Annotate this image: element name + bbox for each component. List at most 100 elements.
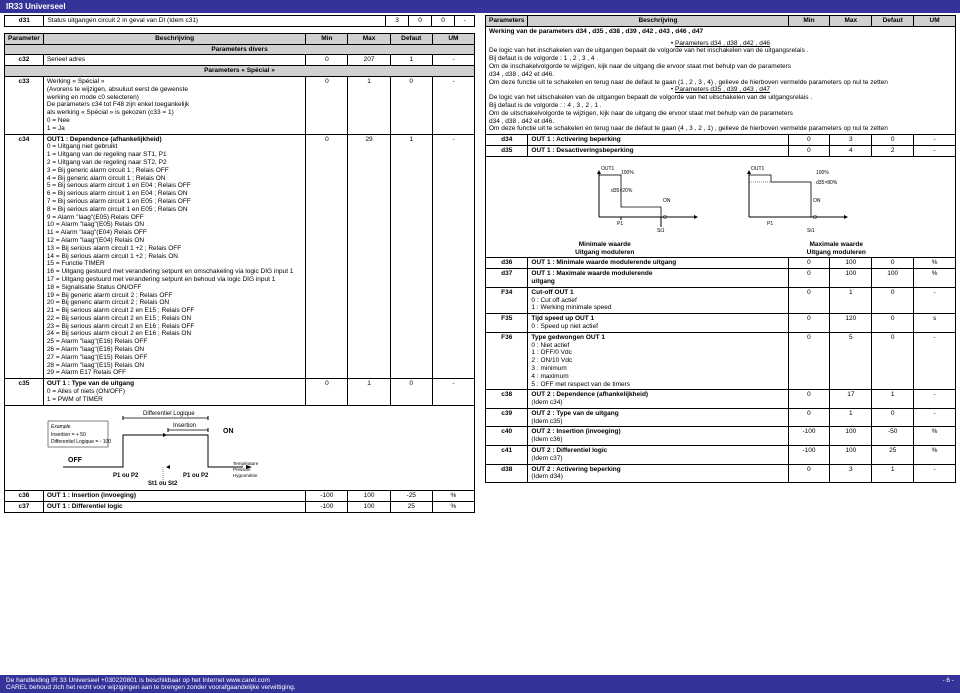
c34-l12: 12 = Alarm "laag"(E04) Relais ON [47,237,303,245]
row-c34: c34 OUT1 : Dependence (afhankelijkheid) … [5,134,475,379]
c36-desc: OUT 1 : Insertion (invoeging) [43,491,306,502]
c32-code: c32 [5,55,44,66]
diag-p1: P1 ou P2 [113,473,139,479]
hdr-param: Parameter [5,33,44,44]
hysteresis-diagram: Differentiel Logique Example Insertion =… [8,407,268,487]
row-minidiagrams: OUT1 100% d35×20% ON O P1 [486,156,956,258]
c33-l1: (Avorens te wijzigen, absuluut eerst de … [47,86,303,94]
c35-title: OUT 1 : Type van de uitgang [47,380,303,388]
mdiag-sub1: Uitgang moduleren [575,249,634,257]
d31-def: 0 [432,16,455,27]
row-c33: c33 Werking « Spécial » (Avorens te wijz… [5,76,475,134]
minidiag-cell: OUT1 100% d35×20% ON O P1 [486,156,956,258]
intro-p2: Bij defaut is de volgorde : 1 , 2 , 3 , … [489,55,952,63]
mdiag-min-title: Minimale waarde [575,241,634,249]
c34-max: 29 [348,134,390,379]
mdiag-20: d35×20% [611,188,633,194]
page-footer: De handleiding IR 33 Universeel +0302208… [0,675,960,693]
c34-l27: 27 = Alarm "laag"(E15) Relais OFF [47,354,303,362]
row-c39: c39 OUT 2 : Type van de uitgang (Idem c3… [486,408,956,427]
footer-l2: CAREL behoud zich het recht voor wijzigi… [6,684,296,691]
F36-desc: Type gedwongen OUT 1 0 : Niet actief 1 :… [528,332,788,390]
diag-insertion: Insertion [173,423,196,429]
mdiag-100a: 100% [621,170,634,176]
c34-l23: 23 = Bij serious alarm circuit 2 en E16 … [47,323,303,331]
d37-max: 100 [830,269,872,288]
F36-l6: 5 : OFF met respect van de timers [531,381,784,389]
c34-l6: 6 = Bij serious alarm circuit 1 en E04 ;… [47,190,303,198]
c34-l8: 8 = Bij serious alarm circuit 1 en E05 ;… [47,206,303,214]
c38-min: 0 [788,390,830,409]
c40-def: -50 [872,427,914,446]
d37-l1: uitgang [531,278,784,286]
row-d34: d34 OUT 1 : Activering beperking 0 3 0 - [486,135,956,146]
hdr-um: UM [432,33,474,44]
c35-l0: 0 = Alles of niets (ON/OFF) [47,388,303,396]
c34-l19: 19 = Bij generic alarm circuit 2 ; Relai… [47,292,303,300]
c34-l15: 15 = Functie TIMER [47,260,303,268]
d38-um: - [914,464,956,483]
sect2: Parameters « Spécial » [5,66,475,77]
F34-max: 1 [830,287,872,313]
c34-title: OUT1 : Dependence (afhankelijkheid) [47,136,303,144]
mdiag-offb: O [813,215,817,221]
mdiag-onb: ON [813,198,821,204]
c32-def: 1 [390,55,432,66]
F36-l2: 1 : OFF/0 Vdc [531,349,784,357]
F34-code: F34 [486,287,528,313]
intro-p8: Om de uitschakelvolgorde te wijzigen, ki… [489,110,952,118]
c32-max: 207 [348,55,390,66]
row-intro: Werking van de parameters d34 , d35 , d3… [486,26,956,134]
d37-l0: OUT 1 : Maximale waarde modulerende [531,270,784,278]
c33-code: c33 [5,76,44,134]
c38-desc: OUT 2 : Dependence (afhankelijkheid) (Id… [528,390,788,409]
c34-def: 1 [390,134,432,379]
c33-min: 0 [306,76,348,134]
F34-l2: 1 : Werking minimale speed [531,304,784,312]
d31-min: 3 [386,16,409,27]
c37-code: c37 [5,502,44,513]
sect1: Parameters divers [5,44,475,55]
c39-l0: OUT 2 : Type van de uitgang [531,410,784,418]
c34-l10: 10 = Alarm "laag"(E05) Relais ON [47,221,303,229]
rhdr-def: Defaut [872,16,914,27]
c41-code: c41 [486,446,528,465]
d37-def: 100 [872,269,914,288]
mdiag-st1b: St1 [807,228,815,234]
c41-desc: OUT 2 : Differentiel logic (Idem c37) [528,446,788,465]
d34-min: 0 [788,135,830,146]
F36-code: F36 [486,332,528,390]
d34-desc: OUT 1 : Activering beperking [528,135,788,146]
hdr-max: Max [348,33,390,44]
c34-l16: 16 = Uitgang gestuurd met verandering se… [47,268,303,276]
c34-l2: 2 = Uitgang van de regeling naar ST2, P2 [47,159,303,167]
c34-desc: OUT1 : Dependence (afhankelijkheid) 0 = … [43,134,306,379]
row-c38: c38 OUT 2 : Dependence (afhankelijkheid)… [486,390,956,409]
intro-p5: Om deze functie uit te schakelen en teru… [489,79,952,87]
intro-p9: d34 , d38 , d42 et d46. [489,118,952,126]
F35-code: F35 [486,314,528,333]
c36-min: -100 [306,491,348,502]
F36-l5: 4 : maximum [531,373,784,381]
c38-um: - [914,390,956,409]
c40-max: 100 [830,427,872,446]
d38-max: 3 [830,464,872,483]
c34-l20: 20 = Bij generic alarm circuit 2 ; Relai… [47,299,303,307]
row-c35: c35 OUT 1 : Type van de uitgang 0 = Alle… [5,379,475,405]
d36-min: 0 [788,258,830,269]
c40-l0: OUT 2 : Insertion (invoeging) [531,428,784,436]
F36-um: - [914,332,956,390]
diag-ex1: Insertion = + 50 [51,432,86,438]
d34-def: 0 [872,135,914,146]
row-c41: c41 OUT 2 : Differentiel logic (Idem c37… [486,446,956,465]
F36-max: 5 [830,332,872,390]
intro-p10: Om deze functie uit te schakelen en teru… [489,125,952,133]
c33-l5: 0 = Nee [47,117,303,125]
mdiag-offa: O [663,215,667,221]
c34-l22: 22 = Bij serious alarm circuit 2 en E15 … [47,315,303,323]
c34-l7: 7 = Bij serious alarm circuit 1 en E05 ;… [47,198,303,206]
mdiag-st1a: St1 [657,228,665,234]
row-c40: c40 OUT 2 : Insertion (invoeging) (Idem … [486,427,956,446]
d31-code: d31 [5,16,44,27]
mdiag-out1b: OUT1 [751,166,765,172]
